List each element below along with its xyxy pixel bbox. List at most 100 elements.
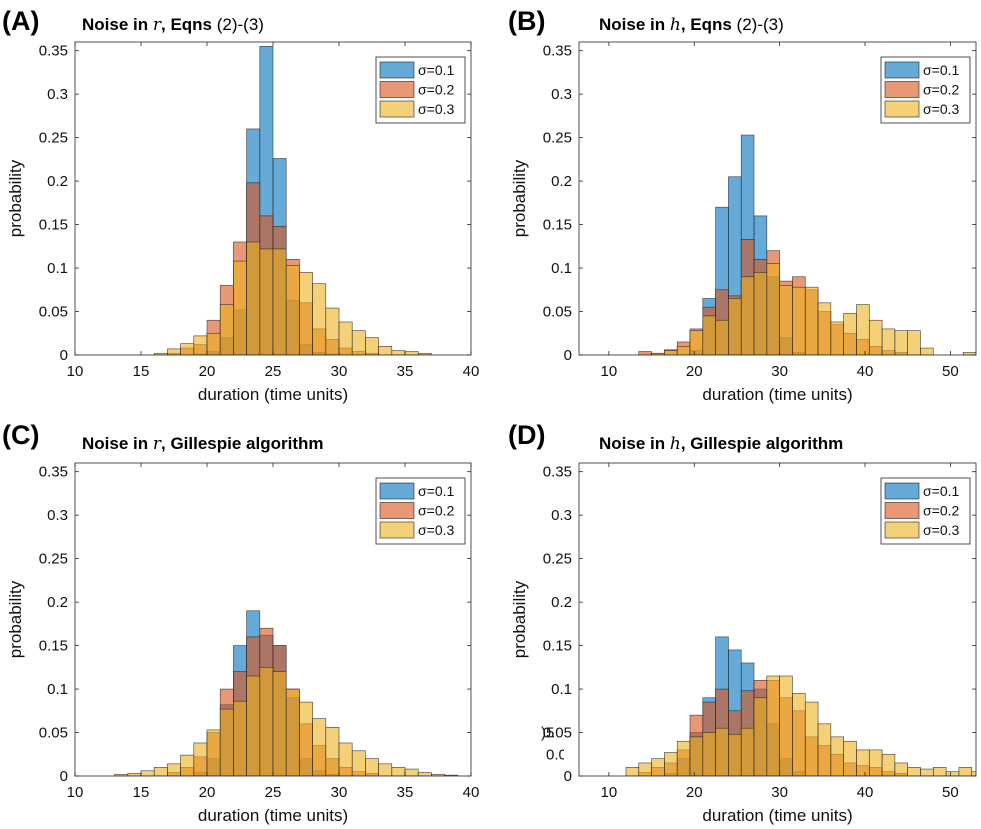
x-tick-label: 40: [857, 784, 874, 801]
bar: [792, 286, 806, 355]
bar: [259, 667, 274, 776]
x-axis-label: duration (time units): [702, 385, 852, 404]
x-tick-label: 30: [771, 784, 788, 801]
legend-label: σ=0.2: [923, 503, 959, 519]
y-tick-label: 0.2: [551, 594, 572, 611]
bar: [233, 260, 247, 355]
y-tick-label: 0: [564, 768, 572, 785]
y-tick-label: 0.35: [39, 43, 68, 60]
bar: [417, 772, 432, 776]
legend-label: σ=0.2: [923, 82, 959, 98]
bar: [689, 736, 704, 776]
legend-swatch: [379, 100, 415, 118]
x-axis-label: duration (time units): [198, 385, 348, 404]
series-3: [651, 263, 976, 355]
bar: [338, 742, 353, 776]
title-part: h: [670, 15, 681, 35]
x-tick-label: 30: [331, 784, 348, 801]
legend-swatch: [884, 61, 920, 79]
bar: [715, 319, 729, 355]
legend: σ=0.1 σ=0.2 σ=0.3: [375, 477, 466, 545]
bar: [193, 335, 208, 355]
legend-swatch: [884, 482, 920, 500]
y-tick-label: 0.2: [47, 594, 68, 611]
x-tick-label: 25: [265, 363, 282, 380]
panel-title: Noise in h, Eqns (2)-(3): [599, 15, 784, 35]
bar: [638, 351, 652, 355]
legend-label: σ=0.2: [418, 82, 454, 98]
bar: [259, 248, 274, 355]
y-tick-label: 0.3: [47, 507, 68, 524]
bar: [792, 693, 806, 776]
legend: σ=0.1 σ=0.2 σ=0.3: [880, 56, 971, 124]
stray-tick-label: 0.0: [546, 746, 567, 763]
series-3: [114, 667, 459, 776]
bar: [246, 241, 261, 355]
y-tick-label: 0.3: [551, 507, 572, 524]
legend-swatch: [884, 521, 920, 539]
legend-swatch: [379, 61, 415, 79]
bar: [766, 263, 780, 355]
bar: [779, 285, 793, 355]
title-part: , Eqns: [681, 15, 737, 34]
legend-label: σ=0.1: [418, 62, 454, 78]
stray-tick-label: )5: [541, 725, 554, 742]
bar: [206, 729, 221, 776]
panel-c: (C) Noise in r, Gillespie algorithm 10 15 20…: [2, 420, 479, 825]
bar: [325, 307, 340, 355]
bar: [312, 718, 327, 776]
bar: [378, 763, 393, 776]
y-tick-label: 0.35: [39, 464, 68, 481]
y-tick-label: 0.05: [39, 304, 68, 321]
legend: σ=0.1 σ=0.2 σ=0.3: [880, 477, 971, 545]
bar: [702, 732, 716, 776]
title-part: (2)-(3): [737, 15, 784, 34]
bar: [299, 272, 313, 355]
bar: [272, 671, 287, 776]
bars: [114, 610, 459, 776]
y-tick-label: 0.25: [39, 551, 68, 568]
y-tick-label: 0.2: [551, 173, 572, 190]
x-tick-label: 25: [265, 784, 282, 801]
bar: [894, 762, 909, 776]
legend-label: σ=0.1: [418, 483, 454, 499]
x-tick-label: 35: [397, 784, 414, 801]
legend-label: σ=0.3: [923, 522, 959, 538]
title-part: Noise in: [82, 15, 153, 34]
bar: [625, 767, 640, 776]
bar: [391, 350, 406, 355]
legend-swatch: [379, 482, 415, 500]
bar: [740, 276, 755, 355]
title-part: Noise in: [82, 434, 153, 453]
axes-box: [578, 462, 977, 777]
x-tick-label: 40: [463, 784, 480, 801]
panel-title: Noise in r, Eqns (2)-(3): [82, 15, 264, 35]
y-tick-label: 0.1: [47, 681, 68, 698]
x-tick-label: 20: [199, 784, 216, 801]
panel-label: (D): [508, 420, 545, 450]
series-3: [153, 241, 432, 355]
bar: [766, 675, 780, 776]
bar: [843, 740, 857, 776]
bar: [920, 768, 934, 776]
bar: [206, 332, 221, 355]
x-tick-label: 10: [601, 784, 618, 801]
bar: [868, 749, 883, 776]
bar: [651, 758, 665, 776]
x-tick-label: 50: [942, 784, 959, 801]
bar: [219, 304, 234, 355]
bar: [167, 348, 181, 355]
y-tick-label: 0.15: [39, 217, 68, 234]
bar: [881, 328, 896, 355]
bar: [299, 701, 313, 776]
legend-swatch: [884, 502, 920, 519]
bar: [365, 337, 379, 355]
legend-swatch: [884, 81, 920, 98]
bar: [962, 352, 976, 355]
y-tick-label: 0.1: [551, 681, 572, 698]
legend-swatch: [379, 521, 415, 539]
legend-label: σ=0.3: [923, 101, 959, 117]
y-tick-label: 0.05: [39, 725, 68, 742]
bar: [753, 697, 768, 776]
x-tick-label: 10: [67, 363, 84, 380]
